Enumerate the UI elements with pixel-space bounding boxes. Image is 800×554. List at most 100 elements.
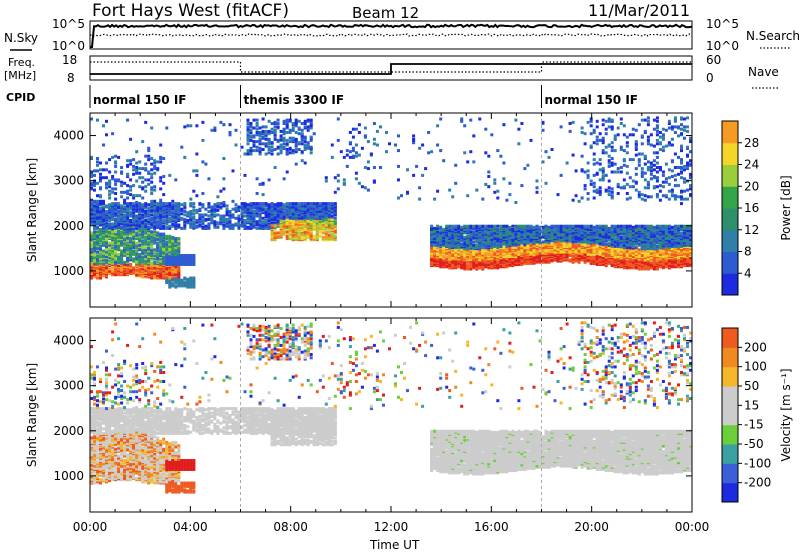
echo-cell (535, 259, 539, 263)
echo-cell (412, 137, 416, 141)
echo-cell (270, 145, 274, 149)
echo-cell (219, 202, 223, 206)
echo-cell (156, 222, 160, 226)
echo-cell (123, 181, 127, 185)
echo-cell (213, 203, 217, 207)
echo-cell (141, 226, 145, 230)
echo-cell (601, 167, 605, 171)
echo-cell (165, 251, 169, 255)
echo-cell (300, 142, 304, 146)
echo-cell (252, 140, 256, 144)
echo-cell (324, 230, 328, 234)
echo-cell (276, 125, 280, 129)
echo-cell (129, 193, 133, 197)
echo-cell (255, 222, 259, 226)
echo-cell (135, 179, 139, 183)
echo-cell (481, 234, 485, 238)
echo-cell (544, 228, 548, 231)
echo-cell (126, 219, 130, 222)
echo-cell (99, 237, 102, 241)
echo-cell (559, 235, 563, 239)
echo-cell (541, 120, 545, 124)
echo-cell (123, 263, 127, 266)
echo-cell (505, 259, 509, 263)
echo-cell (105, 176, 108, 180)
echo-cell (484, 251, 488, 255)
echo-cell (285, 150, 289, 154)
echo-cell (255, 226, 259, 230)
echo-cell (276, 138, 280, 142)
echo-cell (90, 263, 93, 266)
echo-cell (132, 172, 136, 176)
echo-cell (168, 224, 172, 228)
echo-cell (577, 254, 581, 257)
echo-cell (147, 149, 151, 153)
echo-cell (138, 264, 142, 268)
echo-cell (153, 214, 157, 218)
echo-cell (249, 146, 253, 150)
echo-cell (445, 233, 449, 237)
echo-cell (261, 205, 265, 209)
echo-cell (135, 231, 139, 235)
echo-cell (478, 224, 482, 228)
echo-cell (180, 203, 184, 207)
echo-cell (255, 204, 259, 208)
noise-left-top: 10^5 (52, 17, 85, 31)
echo-cell (345, 153, 349, 157)
echo-cell (481, 224, 485, 228)
echo-cell (153, 185, 157, 189)
echo-cell (132, 219, 136, 222)
echo-cell (249, 122, 253, 125)
echo-cell (153, 230, 157, 234)
echo-cell (108, 251, 112, 255)
echo-cell (499, 234, 503, 238)
echo-cell (574, 224, 578, 228)
echo-cell (556, 257, 560, 261)
echo-cell (159, 215, 163, 219)
echo-cell (141, 203, 145, 207)
echo-cell (285, 170, 289, 174)
echo-cell (261, 117, 265, 121)
echo-cell (234, 203, 238, 207)
echo-cell (189, 215, 193, 219)
echo-cell (135, 194, 139, 198)
echo-cell (222, 157, 226, 160)
echo-cell (520, 241, 524, 245)
echo-cell (150, 264, 154, 268)
echo-cell (526, 260, 530, 264)
echo-cell (309, 202, 313, 206)
echo-cell (192, 208, 196, 212)
echo-cell (138, 176, 142, 180)
echo-cell (150, 199, 154, 203)
echo-cell (517, 255, 521, 259)
echo-cell (273, 238, 277, 242)
echo-cell (105, 210, 108, 213)
echo-cell (448, 260, 452, 264)
echo-cell (105, 268, 108, 272)
echo-cell (306, 208, 310, 212)
echo-cell (249, 216, 253, 220)
echo-cell (150, 172, 154, 176)
echo-cell (168, 206, 172, 210)
echo-cell (580, 196, 584, 200)
echo-cell (90, 181, 93, 185)
echo-cell (276, 145, 280, 149)
echo-cell (153, 235, 157, 239)
echo-cell (117, 245, 121, 248)
echo-cell (270, 131, 274, 134)
echo-cell (213, 213, 217, 217)
echo-cell (195, 194, 199, 198)
echo-cell (321, 231, 325, 235)
echo-cell (312, 208, 316, 212)
echo-cell (108, 213, 112, 217)
echo-cell (174, 217, 178, 221)
echo-cell (348, 150, 352, 154)
echo-cell (207, 204, 211, 208)
echo-cell (108, 243, 112, 247)
echo-cell (309, 118, 313, 122)
echo-cell (93, 199, 96, 203)
echo-cell (93, 232, 96, 236)
echo-cell (228, 123, 232, 127)
echo-cell (333, 176, 337, 180)
